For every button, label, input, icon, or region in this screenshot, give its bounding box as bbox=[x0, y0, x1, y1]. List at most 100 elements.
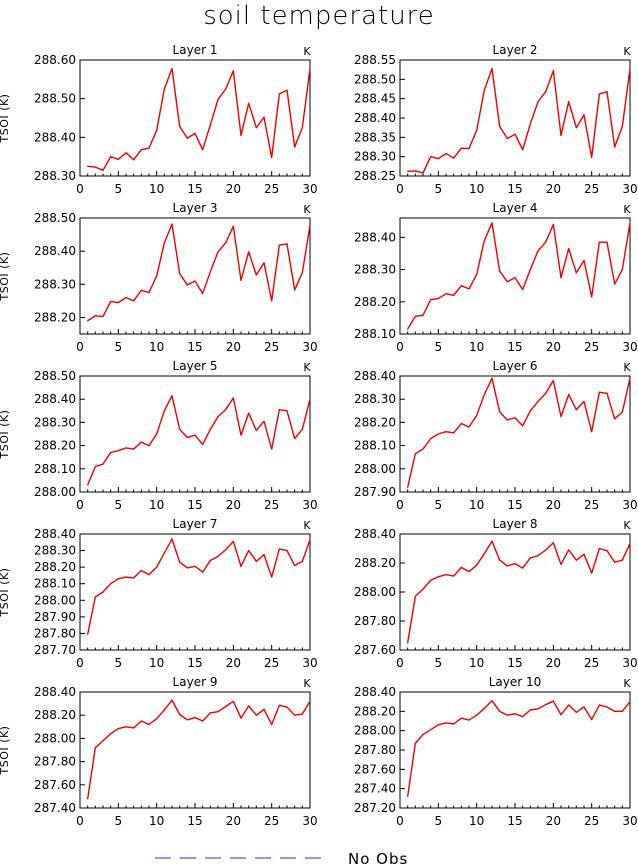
data-point bbox=[102, 315, 104, 318]
x-tick-label: 20 bbox=[226, 814, 241, 828]
legend-no-obs-label: No Obs bbox=[348, 850, 408, 866]
x-tick-label: 5 bbox=[115, 498, 123, 512]
data-point bbox=[591, 431, 593, 433]
data-point bbox=[217, 98, 219, 101]
data-point bbox=[575, 272, 577, 274]
y-tick-label: 288.50 bbox=[34, 92, 76, 106]
data-point bbox=[217, 711, 219, 713]
data-point bbox=[110, 583, 112, 585]
data-point bbox=[110, 451, 112, 454]
data-point bbox=[240, 565, 242, 567]
data-point bbox=[422, 448, 424, 450]
data-point bbox=[499, 559, 501, 561]
unit-label: K bbox=[303, 45, 311, 58]
panel-title: Layer 1 bbox=[173, 43, 218, 57]
panel-layer-5: Layer 5 K TSOI (K) 0 5 10 15 20 25 30 288.00 288.10… bbox=[0, 359, 318, 512]
x-tick-label: 0 bbox=[76, 814, 84, 828]
data-point bbox=[294, 564, 296, 567]
data-point bbox=[171, 699, 173, 701]
x-tick-label: 0 bbox=[76, 340, 84, 354]
data-point bbox=[445, 152, 447, 155]
y-tick-label: 287.60 bbox=[354, 643, 396, 657]
data-point bbox=[414, 742, 416, 744]
data-point bbox=[179, 714, 181, 716]
data-point bbox=[460, 285, 462, 287]
data-point bbox=[460, 566, 462, 568]
x-tick-label: 10 bbox=[149, 182, 164, 196]
data-point bbox=[255, 560, 257, 562]
data-point bbox=[537, 555, 539, 557]
x-tick-label: 5 bbox=[435, 656, 443, 670]
x-tick-label: 30 bbox=[302, 182, 317, 196]
data-point bbox=[621, 268, 623, 271]
y-tick-label: 288.40 bbox=[34, 527, 76, 541]
x-tick-label: 25 bbox=[264, 656, 279, 670]
y-tick-label: 288.20 bbox=[354, 556, 396, 570]
y-tick-label: 288.20 bbox=[34, 439, 76, 453]
data-point bbox=[232, 225, 234, 227]
data-point bbox=[209, 124, 211, 126]
unit-label: K bbox=[623, 361, 631, 374]
data-point bbox=[445, 722, 447, 724]
data-point bbox=[186, 137, 188, 139]
data-point bbox=[606, 392, 608, 394]
data-point bbox=[545, 91, 547, 93]
y-axis-label: TSOI (K) bbox=[0, 410, 11, 460]
data-point bbox=[309, 224, 311, 226]
data-point bbox=[560, 416, 562, 418]
data-point bbox=[163, 709, 165, 711]
data-point bbox=[278, 93, 280, 95]
data-point bbox=[209, 712, 211, 714]
data-point bbox=[202, 571, 204, 573]
plot-frame bbox=[79, 691, 311, 809]
x-tick-label: 0 bbox=[396, 340, 404, 354]
data-point bbox=[568, 248, 570, 250]
data-point bbox=[133, 577, 135, 579]
series-line bbox=[406, 377, 631, 488]
data-point bbox=[156, 433, 158, 435]
series-line bbox=[406, 700, 631, 797]
data-point bbox=[445, 574, 447, 576]
data-point bbox=[606, 241, 608, 243]
data-point bbox=[606, 706, 608, 708]
x-tick-label: 0 bbox=[396, 182, 404, 196]
panel-layer-6: Layer 6 K 0 5 10 15 20 25 30 287.90 288.00 288.10 28… bbox=[354, 359, 638, 512]
data-point bbox=[163, 552, 165, 554]
x-tick-label: 5 bbox=[115, 182, 123, 196]
data-point bbox=[117, 727, 119, 730]
data-point bbox=[514, 713, 516, 715]
y-tick-label: 288.00 bbox=[34, 485, 76, 499]
data-point bbox=[407, 486, 409, 488]
data-point bbox=[87, 165, 89, 167]
x-tick-label: 25 bbox=[264, 814, 279, 828]
x-tick-label: 20 bbox=[226, 182, 241, 196]
data-point bbox=[621, 411, 623, 413]
data-point bbox=[171, 67, 173, 70]
x-tick-label: 30 bbox=[622, 498, 637, 512]
data-point bbox=[102, 463, 104, 465]
y-tick-label: 288.60 bbox=[34, 53, 76, 67]
data-point bbox=[225, 705, 227, 708]
data-point bbox=[621, 125, 623, 128]
x-tick-label: 10 bbox=[469, 182, 484, 196]
data-point bbox=[140, 289, 142, 291]
data-point bbox=[598, 241, 600, 243]
data-point bbox=[232, 540, 234, 543]
data-point bbox=[422, 314, 424, 316]
data-point bbox=[255, 127, 257, 129]
data-point bbox=[598, 704, 600, 706]
data-point bbox=[163, 410, 165, 412]
data-point bbox=[294, 438, 296, 440]
y-tick-label: 288.40 bbox=[354, 369, 396, 383]
data-point bbox=[179, 428, 181, 430]
series-line bbox=[86, 699, 311, 799]
x-tick-label: 30 bbox=[622, 814, 637, 828]
data-point bbox=[560, 277, 562, 279]
data-point bbox=[125, 152, 127, 154]
data-point bbox=[148, 291, 150, 294]
x-tick-label: 20 bbox=[546, 182, 561, 196]
data-point bbox=[202, 443, 204, 446]
data-point bbox=[194, 434, 196, 436]
y-tick-label: 288.35 bbox=[354, 130, 396, 144]
